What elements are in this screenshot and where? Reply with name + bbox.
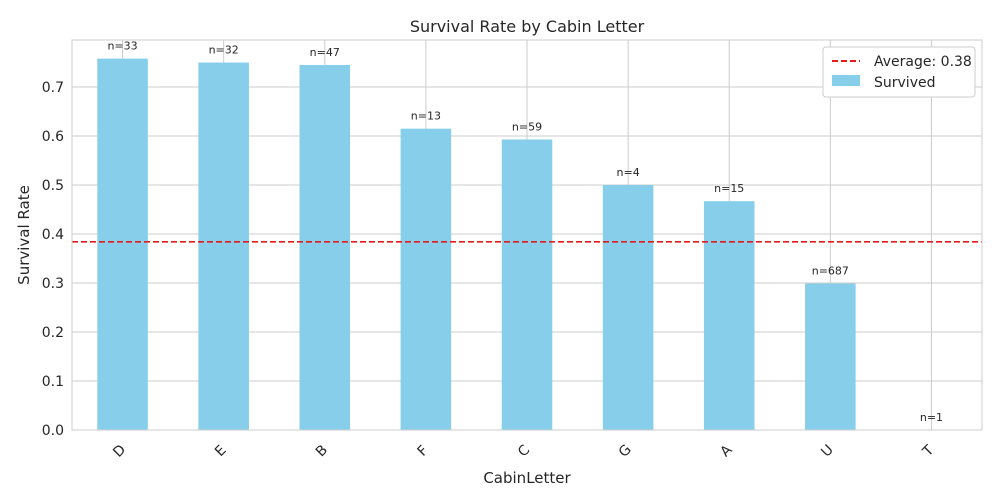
y-axis-ticks: 0.0 0.1 0.2 0.3 0.4 0.5 0.6 0.7 <box>42 80 64 439</box>
y-tick-label: 0.6 <box>42 129 64 145</box>
legend-survived-swatch <box>832 75 860 86</box>
chart-title: Survival Rate by Cabin Letter <box>410 17 645 36</box>
x-tick-label: A <box>717 442 735 460</box>
count-label: n=13 <box>411 110 441 123</box>
y-tick-label: 0.7 <box>42 80 64 96</box>
x-tick-label: E <box>212 442 230 460</box>
bar-G <box>602 185 654 430</box>
count-labels: n=33 n=32 n=47 n=13 n=59 n=4 n=15 n=687 n=1 <box>107 40 943 424</box>
legend-average-label: Average: 0.38 <box>874 54 972 70</box>
count-label: n=47 <box>310 46 340 59</box>
x-tick-label: G <box>616 442 635 461</box>
bar-D <box>97 58 148 430</box>
x-tick-label: F <box>415 443 432 460</box>
count-label: n=687 <box>812 265 849 278</box>
count-label: n=32 <box>209 44 239 57</box>
x-tick-label: B <box>313 442 331 460</box>
bar-E <box>198 62 249 430</box>
bar-series <box>97 58 856 431</box>
y-axis-label: Survival Rate <box>15 185 33 285</box>
legend-frame <box>822 46 976 98</box>
count-label: n=59 <box>512 120 542 133</box>
bar-F <box>400 128 452 430</box>
x-tick-label: D <box>110 442 129 461</box>
y-tick-label: 0.2 <box>42 325 64 341</box>
x-axis-label: CabinLetter <box>483 469 571 487</box>
count-label: n=33 <box>107 40 137 53</box>
y-tick-label: 0.0 <box>42 423 64 439</box>
bar-C <box>501 139 553 431</box>
bar-U <box>805 283 856 430</box>
bar-B <box>299 64 351 431</box>
bar-A <box>703 201 755 430</box>
plot-frame <box>71 39 983 431</box>
y-tick-label: 0.5 <box>42 178 64 194</box>
y-tick-label: 0.4 <box>42 227 64 243</box>
legend-survived-label: Survived <box>874 75 935 91</box>
x-tick-label: C <box>515 442 533 460</box>
x-tick-label: T <box>919 442 937 460</box>
count-label: n=4 <box>617 166 640 179</box>
y-tick-label: 0.1 <box>42 374 64 390</box>
count-label: n=1 <box>920 411 943 424</box>
x-tick-label: U <box>818 442 837 461</box>
y-tick-label: 0.3 <box>42 276 64 292</box>
legend: Average: 0.38 Survived <box>822 46 976 98</box>
count-label: n=15 <box>714 182 744 195</box>
